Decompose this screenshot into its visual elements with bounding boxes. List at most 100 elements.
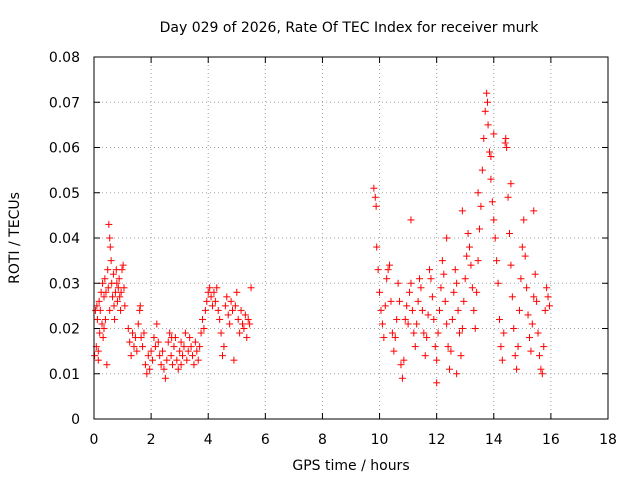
data-point (104, 284, 112, 292)
data-point (106, 243, 114, 251)
data-point (440, 270, 448, 278)
data-point (143, 370, 151, 378)
data-point (193, 347, 201, 355)
data-point (174, 365, 182, 373)
data-point (161, 374, 169, 382)
data-point (493, 257, 501, 265)
data-point (176, 347, 184, 355)
data-point (190, 361, 198, 369)
data-point (141, 361, 149, 369)
data-point (144, 352, 152, 360)
data-point (164, 338, 172, 346)
y-tick-label: 0.04 (49, 231, 80, 247)
data-point (109, 270, 117, 278)
data-point (390, 347, 398, 355)
data-point (113, 297, 121, 305)
data-point (437, 284, 445, 292)
data-point (207, 293, 215, 301)
data-point (407, 279, 415, 287)
data-point (130, 343, 138, 351)
data-point (246, 320, 254, 328)
data-point (238, 320, 246, 328)
data-point (518, 243, 526, 251)
y-axis-ticks: 0 0.01 0.02 0.03 0.04 0.05 0.06 0.07 0.08 (49, 50, 608, 428)
data-point (433, 379, 441, 387)
data-point (410, 329, 418, 337)
data-point (234, 315, 242, 323)
data-point (100, 325, 108, 332)
data-point (150, 334, 158, 342)
data-point (124, 325, 132, 332)
data-point (396, 297, 404, 305)
data-point (523, 284, 531, 292)
data-point (103, 361, 111, 369)
data-point (220, 343, 228, 351)
data-point (541, 306, 549, 314)
data-point (441, 297, 449, 305)
data-point (484, 121, 492, 129)
data-point (413, 320, 421, 328)
data-point (93, 302, 101, 310)
chart-title: Day 029 of 2026, Rate Of TEC Index for r… (160, 20, 540, 36)
data-point (221, 302, 229, 310)
data-point (106, 234, 114, 242)
data-point (153, 320, 161, 328)
data-point (117, 306, 125, 314)
data-point (467, 261, 475, 269)
data-point (217, 329, 225, 337)
data-point (102, 288, 110, 296)
data-point (515, 306, 523, 314)
data-point (490, 130, 498, 138)
data-point (241, 311, 249, 319)
data-point (95, 297, 103, 305)
data-point (524, 311, 532, 319)
data-point (93, 315, 101, 323)
data-point (391, 334, 399, 342)
data-point (101, 275, 109, 283)
data-point (543, 284, 551, 292)
data-point (213, 284, 221, 292)
data-point (160, 365, 168, 373)
data-point (109, 293, 117, 301)
data-point (110, 302, 118, 310)
data-point (181, 329, 189, 337)
data-point (463, 252, 471, 260)
data-point (243, 334, 251, 342)
data-point (420, 329, 428, 337)
data-point (485, 148, 493, 156)
data-point (214, 306, 222, 314)
x-tick-label: 2 (147, 432, 156, 448)
data-point (502, 134, 510, 142)
data-point (126, 338, 134, 346)
data-point (133, 347, 141, 355)
data-point (436, 306, 444, 314)
data-point (507, 180, 515, 188)
data-point (446, 365, 454, 373)
data-point (418, 306, 426, 314)
data-point (383, 275, 391, 283)
data-point (179, 352, 187, 360)
data-point (448, 315, 456, 323)
data-point (377, 306, 385, 314)
data-point (167, 352, 175, 360)
data-point (197, 329, 205, 337)
data-point (421, 352, 429, 360)
data-point (189, 352, 197, 360)
data-point (381, 302, 389, 310)
data-point (394, 279, 402, 287)
data-point (458, 325, 466, 332)
data-point (136, 302, 144, 310)
data-point (525, 334, 533, 342)
data-point (451, 266, 459, 274)
data-point (194, 356, 202, 364)
data-point (219, 352, 226, 360)
data-point (106, 306, 114, 314)
data-point (408, 306, 416, 314)
data-point (223, 293, 231, 301)
data-point (233, 288, 241, 296)
data-point (227, 297, 235, 305)
x-tick-label: 6 (261, 432, 270, 448)
data-point (513, 365, 521, 373)
x-axis-ticks: 0 2 4 6 8 10 12 14 16 18 (90, 57, 617, 448)
data-point (417, 284, 425, 292)
